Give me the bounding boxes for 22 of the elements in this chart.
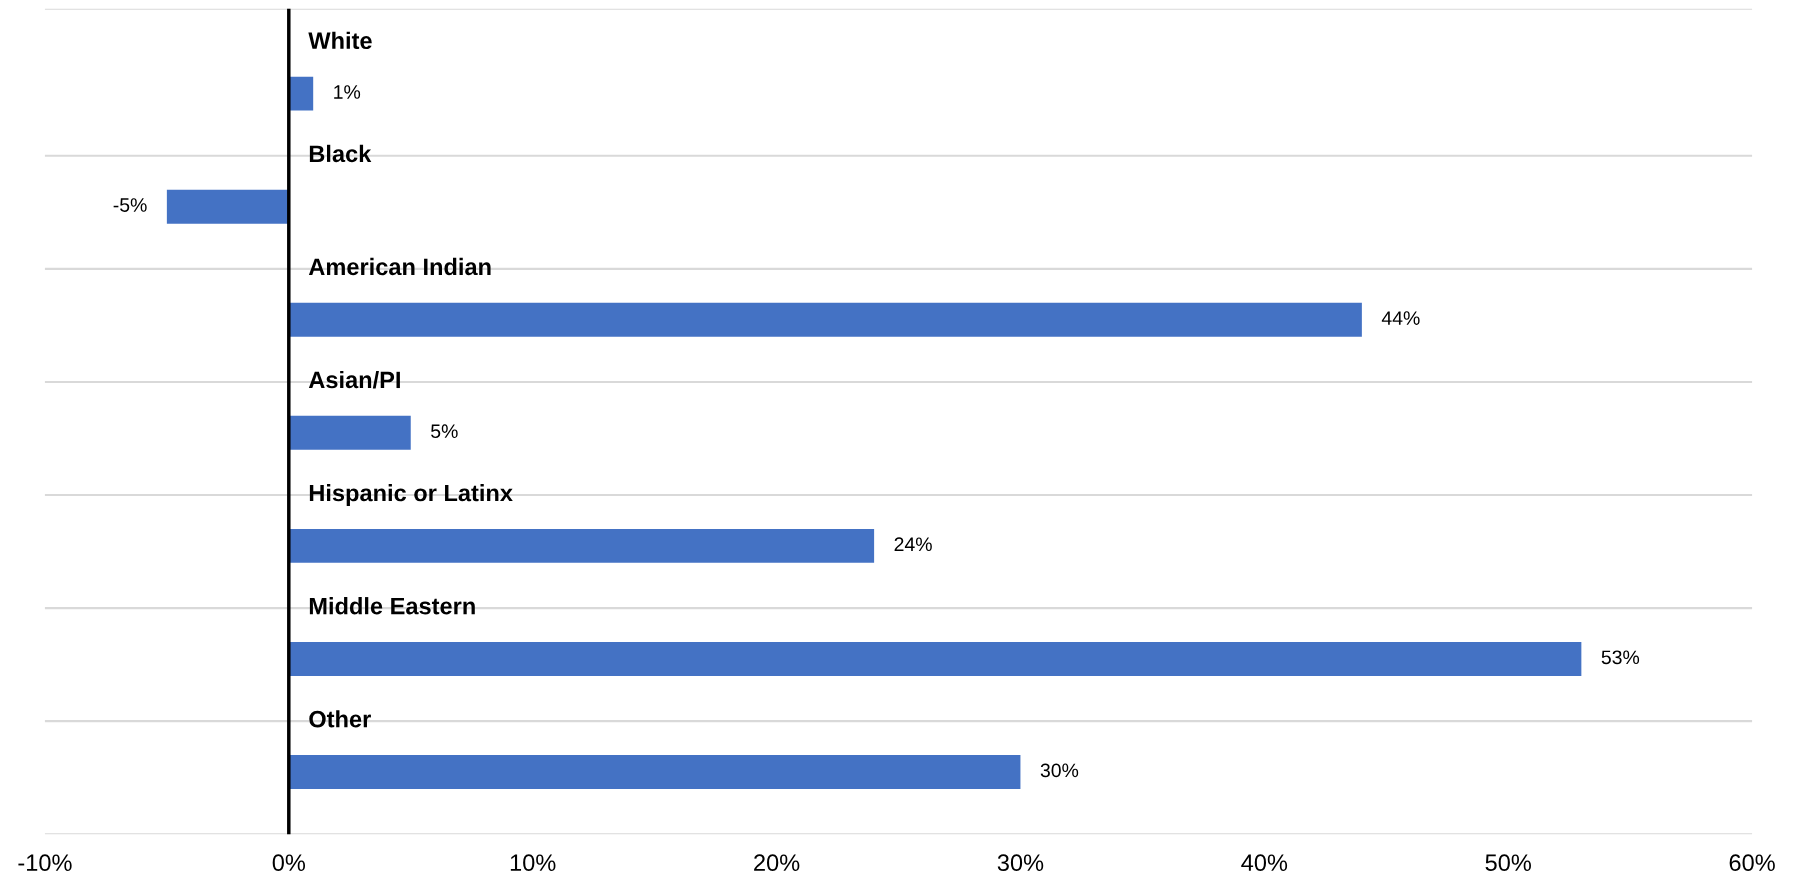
x-tick-label: 50% (1485, 854, 1531, 872)
y-tick-label: Middle Eastern (309, 597, 475, 615)
x-tick-label: 20% (754, 854, 800, 872)
x-tick-label: 60% (1729, 854, 1775, 872)
x-tick-label: 40% (1241, 854, 1288, 872)
x-tick-label: -10% (18, 854, 72, 872)
y-tick-label: American Indian (308, 257, 491, 276)
data-label: 30% (1040, 763, 1079, 778)
data-label: 5% (431, 424, 458, 439)
y-tick-label: Black (309, 144, 372, 163)
data-label: 1% (334, 85, 361, 99)
y-tick-label: Hispanic or Latinx (309, 484, 513, 507)
x-tick-label: 30% (997, 854, 1044, 872)
data-label: 44% (1381, 311, 1420, 325)
y-tick-label: Other (309, 710, 371, 728)
x-tick-label: 10% (510, 854, 556, 872)
data-label: 53% (1601, 650, 1640, 665)
y-tick-label: White (308, 31, 372, 50)
x-tick-label: 0% (272, 854, 306, 872)
y-tick-label: Asian/PI (308, 370, 400, 389)
data-label: -5% (113, 198, 147, 212)
data-label: 24% (894, 537, 932, 552)
